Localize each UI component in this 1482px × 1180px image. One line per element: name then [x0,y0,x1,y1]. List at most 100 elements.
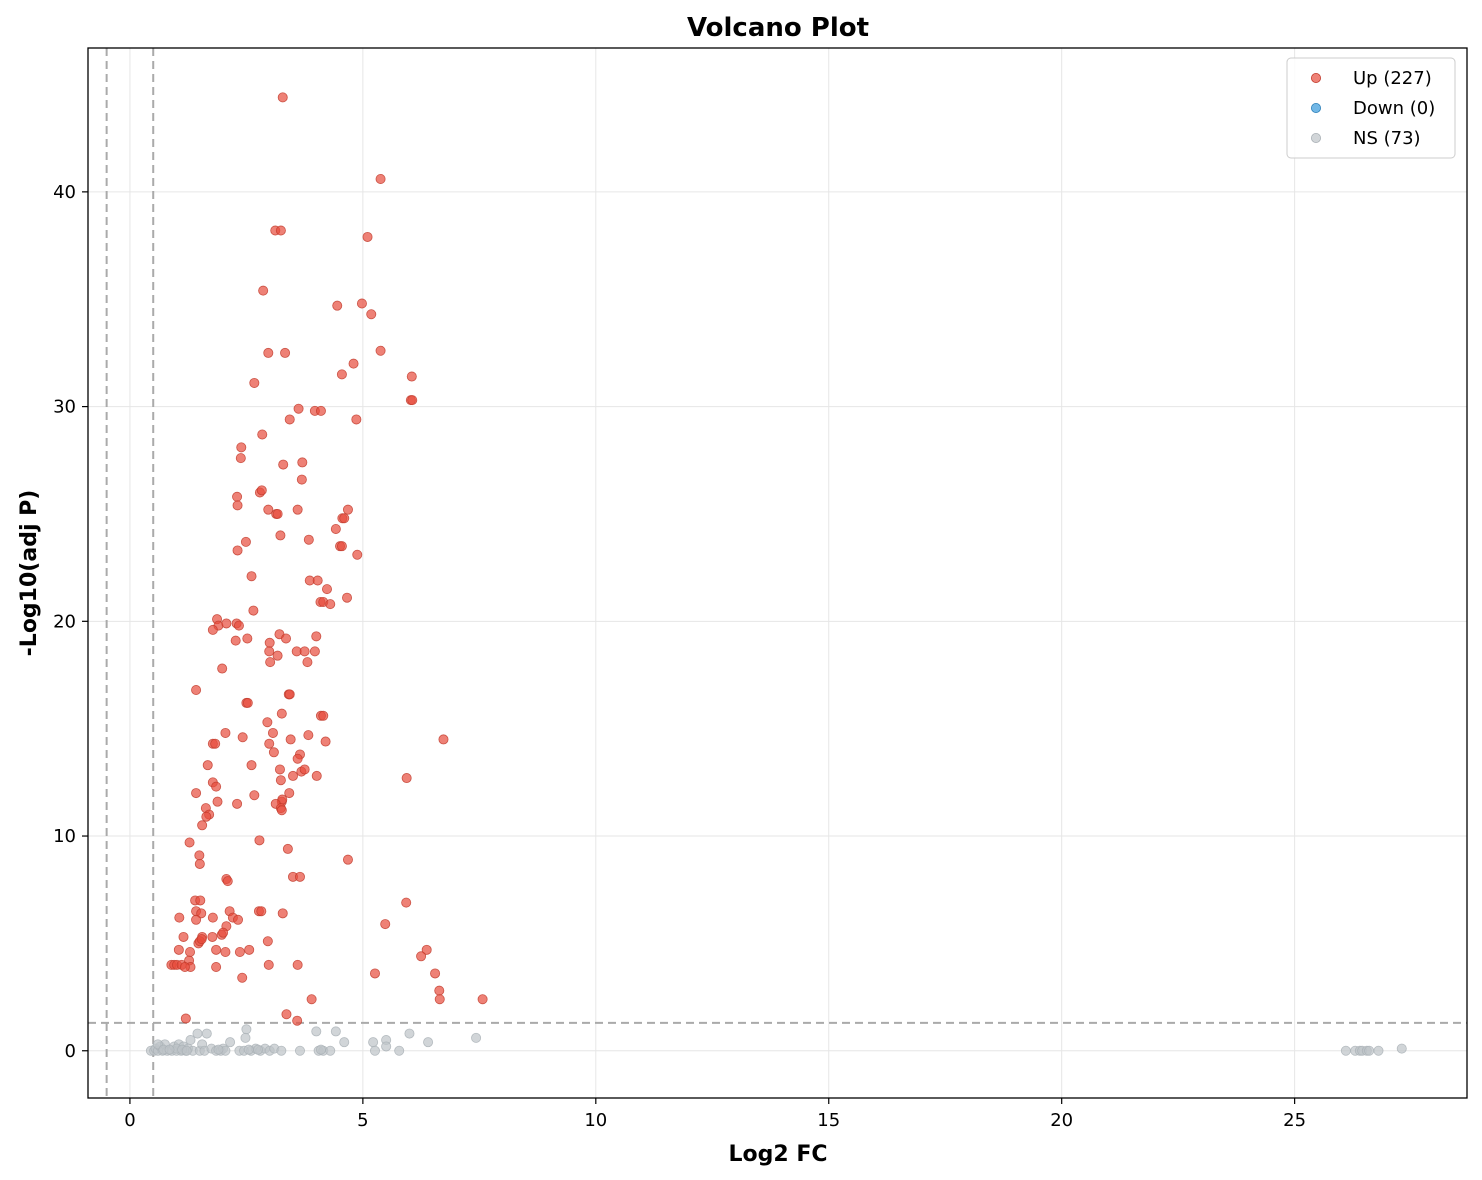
data-point-up [235,453,246,464]
data-point-up [407,395,418,406]
data-point-up [356,298,367,309]
data-point-up [312,575,323,586]
data-point-up [262,936,273,947]
data-point-up [294,871,305,882]
x-axis-label: Log2 FC [728,1142,827,1167]
data-point-up [477,994,488,1005]
x-tick-label: 5 [357,1110,368,1131]
data-point-up [375,173,386,184]
data-point-up [284,788,295,799]
data-point-ns [243,1044,254,1055]
y-tick-label: 0 [65,1041,76,1062]
data-point-up [236,442,247,453]
data-point-up [277,908,288,919]
data-point-up [438,734,449,745]
y-axis-ticks: 0 10 20 30 40 [53,182,88,1062]
data-point-up [207,912,218,923]
plot-frame [87,47,1468,1099]
data-point-up [240,536,251,547]
data-point-up [264,637,275,648]
data-point-up [332,300,343,311]
data-point-up [195,895,206,906]
data-point-up [299,764,310,775]
data-point-up [292,753,303,764]
data-point-up [311,770,322,781]
data-point-up [265,657,276,668]
x-tick-label: 15 [817,1110,840,1131]
y-tick-label: 30 [53,397,76,418]
data-point-up [416,951,427,962]
x-tick-label: 25 [1283,1110,1306,1131]
data-point-up [299,646,310,657]
x-tick-label: 20 [1050,1110,1073,1131]
data-point-up [281,1009,292,1020]
data-point-up [277,92,288,103]
data-point-up [237,732,248,743]
data-point-up [232,500,243,511]
data-point-up [191,685,202,696]
data-point-up [321,584,332,595]
data-points [145,92,1407,1056]
data-point-up [318,710,329,721]
data-point-up [207,931,218,942]
data-point-ns [325,1045,336,1056]
grid [88,48,1467,1098]
y-tick-label: 40 [53,182,76,203]
data-point-up [284,689,295,700]
data-point-ns [181,1045,192,1056]
data-point-up [278,459,289,470]
legend-marker-up [1311,73,1322,84]
data-point-up [401,897,412,908]
data-point-up [297,457,308,468]
data-point-up [242,697,253,708]
data-point-up [173,944,184,955]
data-point-up [220,946,231,957]
data-point-up [248,605,259,616]
data-point-ns [471,1032,482,1043]
data-point-up [212,796,223,807]
data-point-ns [1364,1045,1375,1056]
data-point-up [366,309,377,320]
data-point-ns [1340,1045,1351,1056]
data-point-up [311,631,322,642]
data-point-up [211,944,222,955]
data-point-up [292,1015,303,1026]
data-point-up [222,876,233,887]
data-point-up [249,377,260,388]
data-point-up [196,934,207,945]
data-point-up [280,347,291,358]
chart-title: Volcano Plot [687,13,869,43]
data-point-up [325,599,336,610]
data-point-up [262,717,273,728]
data-point-ns [164,1044,175,1055]
data-point-ns [276,1045,287,1056]
data-point-up [207,624,218,635]
data-point-up [306,994,317,1005]
data-point-up [179,962,190,973]
data-point-up [174,912,185,923]
data-point-up [185,946,196,957]
legend: Up (227) Down (0) NS (73) [1286,57,1456,159]
data-point-up [191,788,202,799]
data-point-ns [213,1044,224,1055]
legend-box [1286,57,1456,159]
data-point-up [263,504,274,515]
data-point-up [348,358,359,369]
data-point-up [221,618,232,629]
data-point-up [196,908,207,919]
data-point-up [217,663,228,674]
data-point-up [264,738,275,749]
y-tick-label: 20 [53,611,76,632]
data-point-up [264,646,275,657]
data-point-up [232,545,243,556]
data-point-ns [225,1037,236,1048]
x-tick-label: 0 [124,1110,135,1131]
data-point-up [351,414,362,425]
data-point-up [275,225,286,236]
y-axis-label: -Log10(adj P) [17,490,42,657]
data-point-up [293,403,304,414]
data-point-up [272,650,283,661]
data-point-up [232,798,243,809]
data-point-up [254,835,265,846]
